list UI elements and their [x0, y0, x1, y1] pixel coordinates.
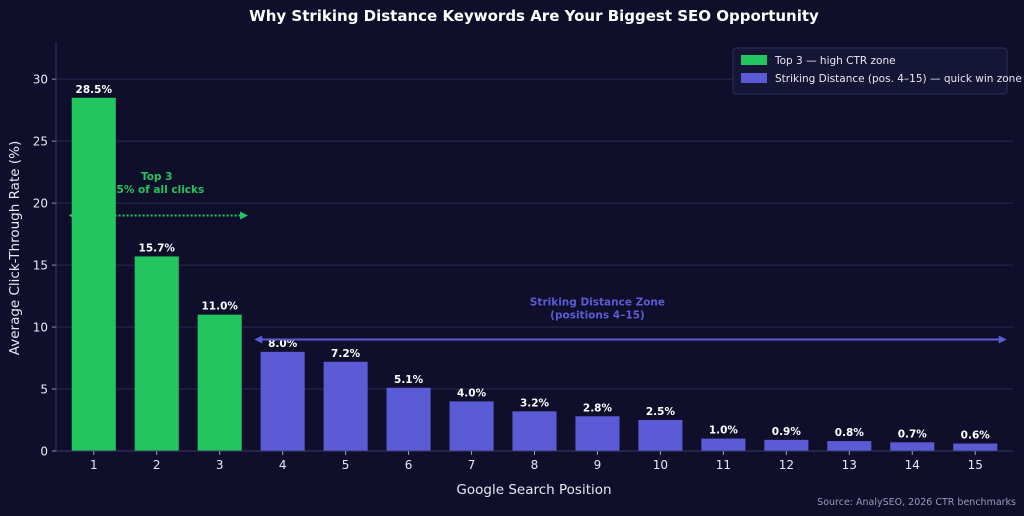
- x-tick-label: 10: [653, 458, 668, 472]
- y-tick-label: 0: [40, 445, 48, 459]
- y-tick-label: 5: [40, 383, 48, 397]
- y-tick-label: 30: [33, 73, 48, 87]
- x-tick-label: 13: [842, 458, 857, 472]
- legend-label: Striking Distance (pos. 4–15) — quick wi…: [775, 73, 1022, 85]
- x-tick-label: 1: [90, 458, 98, 472]
- bar-value-label: 3.2%: [520, 397, 550, 409]
- bar-value-label: 0.7%: [898, 428, 928, 440]
- bar-position-15: [953, 443, 998, 451]
- x-axis-label: Google Search Position: [456, 482, 611, 498]
- x-tick-label: 15: [968, 458, 983, 472]
- bar-position-6: [386, 387, 431, 451]
- bar-position-12: [764, 439, 809, 451]
- x-tick-label: 7: [468, 458, 476, 472]
- legend-swatch: [741, 73, 767, 83]
- legend-label: Top 3 — high CTR zone: [774, 55, 896, 67]
- annotations-layer: Top 355% of all clicks Striking Distance …: [68, 171, 1007, 344]
- bar-value-label: 11.0%: [201, 301, 238, 313]
- bar-position-11: [701, 438, 746, 451]
- bar-position-8: [512, 411, 557, 451]
- bar-position-4: [260, 351, 305, 451]
- y-axis-label: Average Click-Through Rate (%): [7, 141, 23, 355]
- bar-value-label: 1.0%: [709, 425, 739, 437]
- bar-position-2: [134, 256, 179, 451]
- y-tick-label: 15: [33, 259, 48, 273]
- bar-value-label: 7.2%: [331, 348, 361, 360]
- x-tick-label: 4: [279, 458, 287, 472]
- bar-position-1: [71, 97, 116, 451]
- bar-value-label: 5.1%: [394, 374, 424, 386]
- bar-position-10: [638, 420, 683, 451]
- legend-box: [732, 47, 1008, 95]
- y-tick-label: 10: [33, 321, 48, 335]
- bar-position-13: [827, 441, 872, 451]
- value-labels-layer: 28.5% 15.7% 11.0% 8.0% 7.2% 5.1% 4.0% 3.2% 2.8% 2…: [76, 84, 991, 442]
- bar-value-label: 15.7%: [139, 242, 176, 254]
- annotation-text: Striking Distance Zone: [530, 296, 665, 308]
- bar-value-label: 4.0%: [457, 387, 487, 399]
- bar-value-label: 8.0%: [268, 338, 298, 350]
- annotation-text: 55% of all clicks: [109, 184, 204, 196]
- bar-position-14: [890, 442, 935, 451]
- annotation-arrow-head-left: [254, 335, 263, 344]
- annotation-arrow-head-left: [68, 211, 77, 220]
- annotation-text: Top 3: [141, 171, 172, 183]
- x-tick-label: 9: [594, 458, 602, 472]
- bar-position-9: [575, 416, 620, 451]
- y-tick-label: 25: [33, 135, 48, 149]
- bar-position-3: [197, 314, 242, 451]
- x-tick-label: 3: [216, 458, 224, 472]
- bar-position-5: [323, 361, 368, 451]
- bar-value-label: 0.8%: [835, 427, 865, 439]
- legend: Top 3 — high CTR zone Striking Distance (…: [732, 47, 1022, 95]
- y-tick-label: 20: [33, 197, 48, 211]
- bar-value-label: 28.5%: [76, 84, 113, 96]
- legend-swatch: [741, 55, 767, 65]
- bar-position-7: [449, 401, 494, 451]
- x-tick-label: 5: [342, 458, 350, 472]
- bar-value-label: 0.6%: [961, 430, 991, 442]
- x-tick-label: 14: [905, 458, 920, 472]
- annotation-arrow-head-right: [998, 335, 1007, 344]
- x-tick-label: 12: [779, 458, 794, 472]
- chart-title: Why Striking Distance Keywords Are Your …: [249, 7, 819, 25]
- bar-value-label: 0.9%: [772, 426, 802, 438]
- x-tick-label: 6: [405, 458, 413, 472]
- annotation-text: (positions 4–15): [550, 309, 645, 321]
- x-tick-label: 8: [531, 458, 539, 472]
- bars-layer: [71, 97, 998, 451]
- x-tick-label: 2: [153, 458, 161, 472]
- bar-value-label: 2.8%: [583, 402, 613, 414]
- source-note: Source: AnalySEO, 2026 CTR benchmarks: [817, 497, 1016, 508]
- annotation-arrow-head-right: [240, 211, 249, 220]
- bar-value-label: 2.5%: [646, 406, 676, 418]
- x-tick-label: 11: [716, 458, 731, 472]
